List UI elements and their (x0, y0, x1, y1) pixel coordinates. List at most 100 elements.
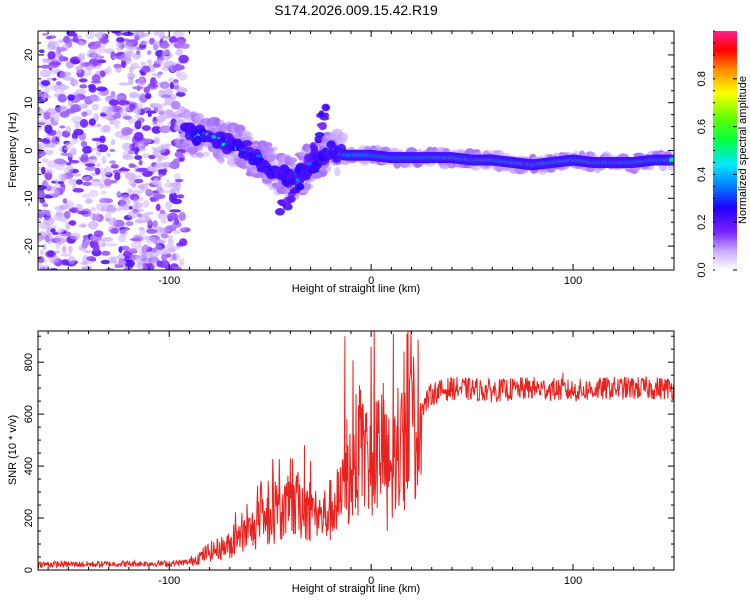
spectrogram-blob (157, 211, 168, 220)
spectrogram-blob (63, 210, 71, 220)
spectrogram-blob (118, 234, 127, 243)
snr-panel: -100 0 100 0 200 400 600 800 Height of straight… (7, 330, 675, 595)
spectrogram-blob (41, 93, 47, 101)
spectrogram-blob (139, 228, 146, 236)
spectrogram-blob (154, 104, 164, 114)
spectrogram-blob (174, 137, 180, 147)
spectrogram-blob (152, 63, 161, 68)
spectrogram-blob (58, 54, 64, 62)
spectrogram-blob (147, 112, 152, 118)
spectrogram-blob (118, 246, 123, 254)
spectrogram-blob (161, 253, 168, 261)
snr-ytick-label: 0 (23, 567, 35, 573)
spectrogram-blob (91, 178, 102, 182)
spectrogram-blob (322, 112, 330, 118)
spectrogram-ytick-label: 0 (23, 147, 35, 153)
spectrogram-blob (94, 167, 101, 175)
spectrogram-blob (110, 119, 121, 126)
spectrogram-blob (110, 228, 118, 234)
spectrogram-blob (111, 55, 121, 60)
spectrogram-blob (100, 259, 110, 265)
spectrogram-blob (159, 125, 171, 134)
spectrogram-blob (88, 189, 99, 198)
spectrogram-blob (67, 255, 76, 265)
spectrogram-blob (54, 250, 61, 254)
snr-xtick-label: -100 (158, 575, 180, 587)
spectrogram-blob (48, 189, 60, 197)
spectrogram-blob (121, 142, 133, 151)
spectrogram-blob (164, 201, 173, 210)
spectrogram-blob (158, 89, 167, 94)
spectrogram-blob (172, 31, 185, 38)
spectrogram-blob (123, 51, 133, 59)
spectrogram-blob (40, 64, 51, 69)
spectrogram-blob (138, 252, 150, 259)
spectrogram-blob (59, 183, 66, 188)
spectrogram-blob (69, 78, 79, 87)
spectrogram-blob (152, 258, 158, 268)
spectrogram-blob (134, 155, 143, 160)
spectrogram-blob (67, 94, 75, 101)
spectrogram-blob (111, 31, 121, 34)
spectrogram-blob (172, 158, 180, 166)
spectrogram-blob (42, 243, 47, 251)
spectrogram-blob (169, 81, 174, 90)
snr-xlabel: Height of straight line (km) (292, 583, 420, 595)
spectrogram-blob (178, 54, 189, 64)
spectrogram-ytick-label: 10 (23, 97, 35, 109)
spectrogram-blob (160, 94, 172, 99)
spectrogram-blob (443, 148, 450, 154)
spectrogram-blob (78, 78, 88, 83)
spectrogram-blob (96, 144, 109, 153)
spectrogram-blob (145, 188, 153, 197)
spectrogram-blob (156, 158, 163, 168)
spectrogram-blob (117, 253, 124, 261)
spectrogram-marks (38, 31, 674, 270)
spectrogram-blob (53, 158, 66, 165)
spectrogram-blob (139, 197, 144, 202)
spectrogram-blob (80, 140, 88, 148)
spectrogram-blob (77, 53, 85, 61)
spectrogram-blob (70, 32, 78, 37)
colorbar-gradient (713, 31, 737, 270)
spectrogram-blob (165, 143, 171, 151)
spectrogram-blob (161, 35, 170, 40)
spectrogram-blob (142, 199, 149, 208)
snr-ytick-label: 800 (23, 353, 35, 371)
spectrogram-blob (100, 190, 107, 195)
spectrogram-blob (60, 253, 72, 257)
snr-ylabel: SNR (10 * v/v) (7, 415, 19, 485)
spectrogram-blob (100, 125, 110, 133)
spectrogram-blob (132, 175, 142, 179)
spectrogram-blob (68, 150, 74, 158)
spectrogram-blob (152, 41, 160, 51)
spectrogram-blob (145, 236, 157, 244)
spectrogram-blob (286, 195, 296, 203)
spectrogram-blob (62, 35, 71, 44)
spectrogram-blob (79, 118, 89, 128)
spectrogram-blob (177, 39, 186, 44)
spectrogram-blob (38, 184, 47, 191)
spectrogram-blob (80, 261, 89, 266)
spectrogram-blob (156, 239, 168, 244)
spectrogram-blob (101, 242, 106, 247)
spectrogram-blob (46, 227, 52, 231)
spectrogram-blob (99, 135, 106, 144)
spectrogram-blob (90, 147, 101, 151)
colorbar-tick-label: 0.6 (696, 119, 708, 134)
spectrogram-blob (177, 72, 188, 81)
spectrogram-blob (85, 163, 96, 167)
spectrogram-blob (75, 65, 83, 74)
spectrogram-blob (41, 59, 52, 64)
spectrogram-blob (79, 84, 88, 89)
spectrogram-blob (45, 168, 53, 175)
spectrogram-blob (47, 51, 56, 60)
snr-xtick-label: 0 (368, 575, 374, 587)
spectrogram-blob (296, 182, 304, 190)
spectrogram-blob (59, 125, 66, 129)
spectrogram-blob (318, 110, 325, 118)
spectrogram-blob (160, 219, 169, 224)
spectrogram-blob (42, 158, 48, 164)
spectrogram-blob (128, 163, 137, 168)
